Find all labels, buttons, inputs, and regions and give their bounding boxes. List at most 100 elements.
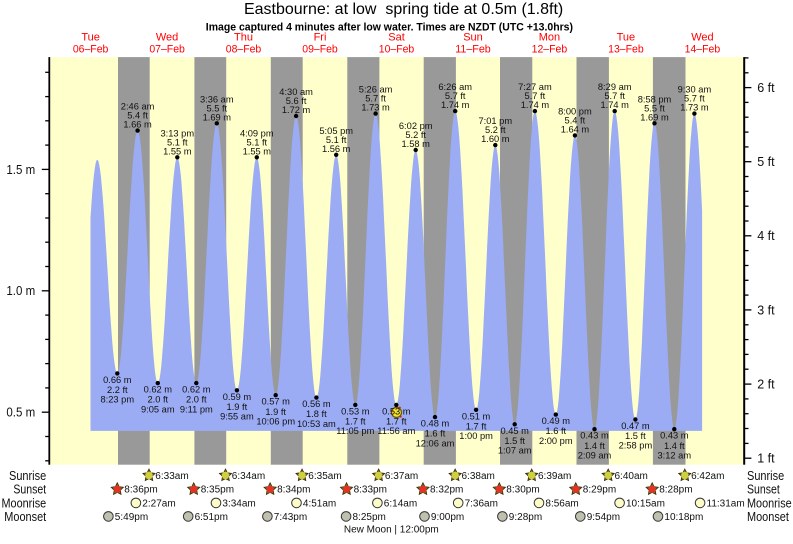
svg-text:0.57 m: 0.57 m (261, 397, 290, 407)
svg-text:1.7 ft: 1.7 ft (386, 417, 407, 427)
svg-text:Sun: Sun (463, 31, 483, 43)
svg-text:5.1 ft: 5.1 ft (246, 137, 267, 147)
svg-text:10:18pm: 10:18pm (664, 512, 703, 523)
svg-text:Sunrise: Sunrise (747, 469, 784, 483)
svg-text:13–Feb: 13–Feb (608, 43, 644, 55)
svg-text:Fri: Fri (314, 31, 327, 43)
svg-text:1.74 m: 1.74 m (600, 100, 629, 110)
svg-text:11:56 am: 11:56 am (377, 426, 415, 436)
svg-text:11:31am: 11:31am (707, 498, 745, 509)
svg-text:10:53 am: 10:53 am (297, 419, 336, 429)
svg-text:1.9 ft: 1.9 ft (227, 402, 248, 412)
svg-text:8:58 pm: 8:58 pm (638, 94, 672, 104)
svg-text:Tue: Tue (617, 31, 636, 43)
svg-text:2:46 am: 2:46 am (121, 102, 155, 112)
svg-text:4:30 am: 4:30 am (279, 87, 313, 97)
svg-text:Wed: Wed (691, 31, 713, 43)
svg-text:0.62 m: 0.62 m (144, 385, 173, 395)
svg-text:1.72 m: 1.72 m (282, 105, 311, 115)
svg-text:3:36 am: 3:36 am (200, 94, 234, 104)
svg-text:5 ft: 5 ft (757, 155, 775, 169)
svg-text:6:40am: 6:40am (615, 471, 648, 482)
svg-text:0.66 m: 0.66 m (103, 375, 132, 385)
svg-text:1.6 ft: 1.6 ft (545, 426, 566, 436)
svg-text:1.8 ft: 1.8 ft (306, 409, 327, 419)
svg-text:11–Feb: 11–Feb (455, 43, 491, 55)
svg-text:1.4 ft: 1.4 ft (584, 441, 605, 451)
svg-text:5.5 ft: 5.5 ft (206, 103, 227, 113)
svg-text:14–Feb: 14–Feb (685, 43, 721, 55)
svg-text:1.66 m: 1.66 m (123, 120, 152, 130)
svg-text:10–Feb: 10–Feb (379, 43, 415, 55)
svg-text:6 ft: 6 ft (757, 81, 775, 95)
svg-text:1.9 ft: 1.9 ft (265, 407, 286, 417)
svg-text:8:35pm: 8:35pm (201, 485, 234, 496)
svg-text:10:06 pm: 10:06 pm (256, 416, 295, 426)
svg-text:2.2 ft: 2.2 ft (107, 385, 128, 395)
svg-text:5.7 ft: 5.7 ft (604, 91, 625, 101)
svg-text:7:27 am: 7:27 am (518, 82, 552, 92)
svg-text:6:35am: 6:35am (308, 471, 341, 482)
svg-text:1.69 m: 1.69 m (203, 112, 232, 122)
svg-text:1.73 m: 1.73 m (680, 103, 709, 113)
svg-text:8:33pm: 8:33pm (354, 485, 387, 496)
svg-text:6:14am: 6:14am (384, 498, 417, 509)
svg-text:5:26 am: 5:26 am (359, 85, 393, 95)
svg-text:5.6 ft: 5.6 ft (286, 96, 307, 106)
svg-text:Image captured 4 minutes after: Image captured 4 minutes after low water… (206, 22, 574, 34)
svg-text:0.49 m: 0.49 m (542, 416, 571, 426)
svg-text:0.59 m: 0.59 m (223, 392, 252, 402)
svg-text:6:34am: 6:34am (232, 471, 265, 482)
svg-text:5.1 ft: 5.1 ft (326, 135, 347, 145)
svg-text:5.7 ft: 5.7 ft (445, 91, 466, 101)
svg-text:Sat: Sat (388, 31, 405, 43)
svg-text:0.43 m: 0.43 m (660, 431, 689, 441)
svg-text:5.1 ft: 5.1 ft (167, 137, 188, 147)
svg-text:8:28pm: 8:28pm (659, 485, 692, 496)
svg-text:1.74 m: 1.74 m (441, 100, 470, 110)
svg-text:0.51 m: 0.51 m (462, 411, 491, 421)
svg-text:Thu: Thu (234, 31, 253, 43)
svg-text:07–Feb: 07–Feb (149, 43, 185, 55)
svg-text:9:30 am: 9:30 am (678, 85, 712, 95)
svg-text:7:01 pm: 7:01 pm (479, 116, 513, 126)
svg-text:1.5 m: 1.5 m (6, 163, 35, 177)
svg-text:Moonset: Moonset (4, 510, 46, 524)
svg-text:1.5 ft: 1.5 ft (504, 436, 525, 446)
svg-text:0.5 m: 0.5 m (6, 406, 35, 420)
svg-text:2:00 pm: 2:00 pm (539, 436, 573, 446)
svg-text:7:43pm: 7:43pm (274, 512, 307, 523)
svg-text:Sunrise: Sunrise (9, 469, 46, 483)
svg-text:8:25pm: 8:25pm (353, 512, 386, 523)
svg-text:5.7 ft: 5.7 ft (684, 94, 705, 104)
svg-text:1.73 m: 1.73 m (361, 103, 390, 113)
svg-text:6:38am: 6:38am (462, 471, 495, 482)
svg-text:08–Feb: 08–Feb (226, 43, 262, 55)
svg-text:5.4 ft: 5.4 ft (127, 111, 148, 121)
svg-text:0.43 m: 0.43 m (580, 431, 609, 441)
svg-text:Moonset: Moonset (747, 510, 789, 524)
svg-text:0.47 m: 0.47 m (621, 421, 650, 431)
svg-text:9:54pm: 9:54pm (587, 512, 620, 523)
svg-text:6:26 am: 6:26 am (438, 82, 472, 92)
svg-text:2.0 ft: 2.0 ft (147, 395, 168, 405)
svg-text:Moonrise: Moonrise (747, 496, 792, 510)
svg-text:9:28pm: 9:28pm (509, 512, 542, 523)
svg-text:5.4 ft: 5.4 ft (565, 115, 586, 125)
svg-text:06–Feb: 06–Feb (73, 43, 109, 55)
svg-text:2 ft: 2 ft (757, 378, 775, 392)
svg-text:0.56 m: 0.56 m (302, 399, 331, 409)
svg-text:9:55 am: 9:55 am (220, 412, 254, 422)
svg-text:12–Feb: 12–Feb (532, 43, 568, 55)
svg-text:4:51am: 4:51am (303, 498, 336, 509)
svg-text:1.0 m: 1.0 m (6, 284, 35, 298)
svg-text:8:29 am: 8:29 am (598, 82, 632, 92)
svg-text:3:13 pm: 3:13 pm (161, 128, 195, 138)
svg-text:1 ft: 1 ft (757, 452, 775, 466)
svg-text:0.45 m: 0.45 m (500, 426, 529, 436)
svg-text:8:56am: 8:56am (545, 498, 578, 509)
svg-text:1.58 m: 1.58 m (401, 139, 430, 149)
svg-text:1:00 pm: 1:00 pm (459, 431, 493, 441)
svg-text:6:42am: 6:42am (691, 471, 724, 482)
svg-text:0.48 m: 0.48 m (421, 419, 450, 429)
